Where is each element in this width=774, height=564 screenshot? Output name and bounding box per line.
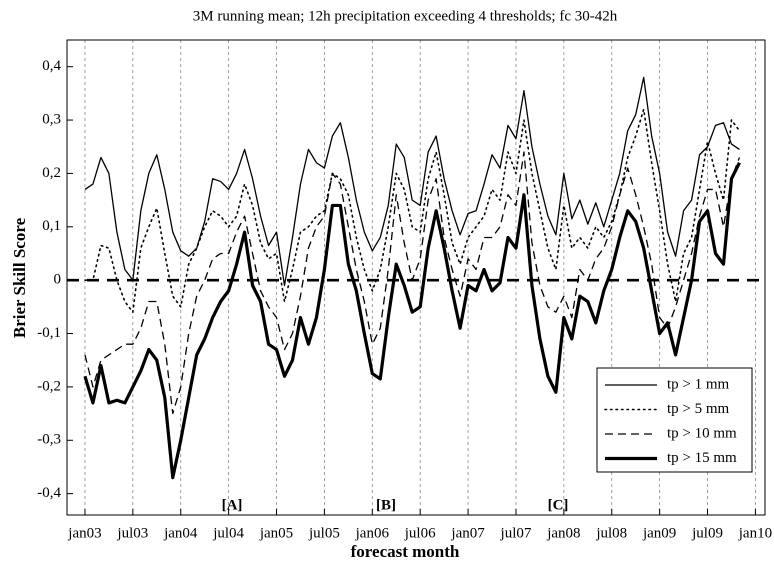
annotation: [A]	[222, 497, 243, 513]
x-tick-label: jan08	[546, 525, 580, 541]
y-tick-label: 0,4	[42, 58, 61, 74]
x-tick-label: jul04	[212, 525, 244, 541]
x-tick-label: jan05	[259, 525, 293, 541]
x-tick-label: jul05	[308, 525, 340, 541]
x-tick-label: jan09	[642, 525, 676, 541]
series-line	[84, 108, 741, 313]
plot-frame	[66, 39, 766, 516]
legend-label: tp > 15 mm	[667, 450, 737, 466]
y-tick-label: -0,4	[37, 485, 61, 501]
y-axis-label: Brier Skill Score	[10, 217, 29, 338]
series-line	[83, 162, 741, 480]
x-axis-label: forecast month	[351, 542, 460, 561]
legend-label: tp > 1 mm	[667, 376, 730, 392]
y-tick-label: 0,3	[42, 111, 61, 127]
legend-label: tp > 10 mm	[667, 425, 737, 441]
y-tick-label: 0	[54, 272, 62, 288]
series-line	[84, 151, 741, 415]
chart-title: 3M running mean; 12h precipitation excee…	[193, 8, 618, 24]
y-tick-label: 0,1	[42, 218, 61, 234]
x-tick-label: jan04	[163, 525, 198, 541]
x-tick-label: jul06	[404, 525, 436, 541]
annotation: [C]	[548, 497, 569, 513]
y-tick-label: -0,1	[37, 325, 61, 341]
x-tick-label: jul03	[116, 525, 148, 541]
x-tick-label: jan07	[450, 525, 485, 541]
series-line	[84, 76, 740, 287]
x-tick-label: jul07	[500, 525, 532, 541]
x-tick-label: jul09	[691, 525, 723, 541]
annotation: [B]	[376, 497, 396, 513]
x-tick-label: jan03	[67, 525, 101, 541]
x-tick-label: jan06	[355, 525, 390, 541]
x-tick-label: jan10	[738, 525, 772, 541]
x-tick-label: jul08	[595, 525, 627, 541]
y-tick-label: 0,2	[42, 165, 61, 181]
legend-label: tp > 5 mm	[667, 401, 730, 417]
y-tick-label: -0,3	[37, 432, 61, 448]
y-tick-label: -0,2	[37, 378, 61, 394]
